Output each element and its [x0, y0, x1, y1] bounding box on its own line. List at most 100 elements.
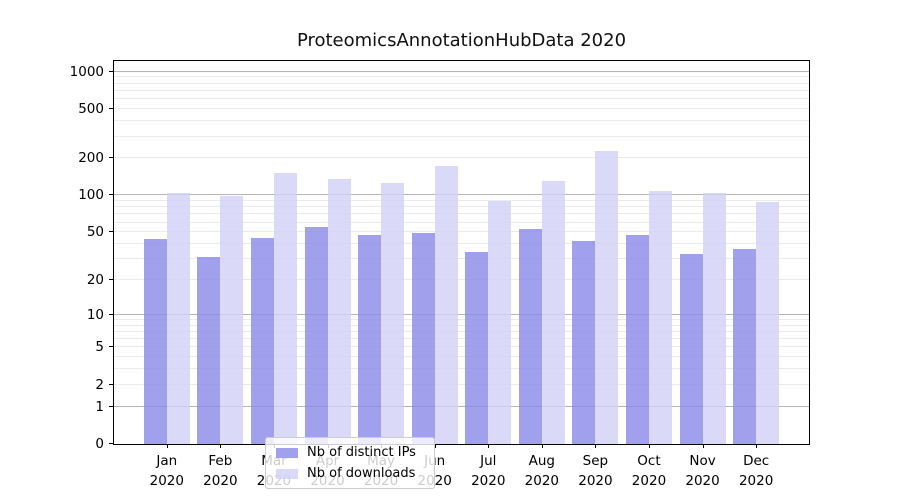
y-tick-mark [109, 70, 114, 72]
gridline-minor [114, 89, 809, 91]
bar-nov [702, 193, 726, 444]
chart-title: ProteomicsAnnotationHubData 2020 [296, 30, 627, 51]
x-tick-label: Jan 2020 [149, 453, 184, 489]
x-tick-mark [756, 444, 758, 448]
x-tick-label: Dec 2020 [738, 453, 774, 489]
gridline-minor [114, 330, 809, 332]
y-tick-label: 1 [95, 398, 104, 415]
gridline-major [114, 70, 809, 72]
month-group-may: May2020 [354, 61, 408, 489]
gridline-minor [114, 258, 809, 259]
y-tick-label: 50 [86, 224, 104, 241]
bar-sep [595, 150, 619, 444]
y-tick-mark [109, 231, 114, 233]
bar-jun [411, 233, 435, 444]
bar-mar [250, 237, 274, 444]
x-tick-mark [488, 444, 490, 448]
y-tick-mark [109, 313, 114, 315]
bar-jan [143, 238, 167, 444]
x-tick-mark [434, 444, 436, 448]
month-group-mar: Mar2020 [247, 61, 301, 489]
bar-jul [465, 252, 489, 444]
gridline-minor [114, 242, 809, 244]
month-group-jun: Jun2020 [408, 61, 462, 489]
y-tick-label: 10 [86, 306, 104, 323]
month-group-sep: Sep 2020 [569, 61, 623, 489]
x-tick-mark [541, 444, 543, 448]
y-tick-mark [109, 443, 114, 444]
gridline-minor [114, 157, 809, 159]
bar-oct [648, 191, 672, 444]
gridline-minor [114, 346, 809, 348]
legend-swatch [276, 447, 298, 458]
bar-may [358, 235, 382, 444]
gridline-minor [114, 108, 809, 110]
gridline-minor [114, 318, 809, 320]
bar-aug [541, 181, 565, 444]
bar-apr [327, 179, 351, 444]
y-tick-mark [109, 157, 114, 159]
month-group-jul: Jul 2020 [461, 61, 515, 489]
month-group-apr: Apr2020 [301, 61, 355, 489]
bar-oct [625, 235, 649, 444]
x-tick-mark [595, 444, 597, 448]
gridline-minor [114, 199, 809, 201]
x-tick-mark [702, 444, 704, 448]
gridline-minor [114, 98, 809, 100]
bar-jun [434, 166, 458, 444]
x-tick-label: Sep 2020 [578, 453, 613, 489]
bar-may [381, 182, 405, 444]
bar-feb [220, 195, 244, 444]
gridline-minor [114, 76, 809, 78]
y-tick-label: 500 [78, 101, 104, 118]
y-tick-mark [109, 194, 114, 196]
month-group-aug: Aug 2020 [515, 61, 569, 489]
x-tick-label: Jul 2020 [471, 453, 506, 489]
legend-label: Nb of downloads [307, 466, 416, 481]
month-group-dec: Dec 2020 [729, 61, 783, 489]
bar-nov [679, 254, 703, 444]
bar-jan [166, 193, 190, 444]
gridline-minor [114, 120, 809, 122]
month-group-feb: Feb 2020 [194, 61, 248, 489]
bar-jul [488, 200, 512, 444]
gridline-minor [114, 338, 809, 340]
x-tick-label: Nov 2020 [685, 453, 720, 489]
bar-sep [572, 241, 596, 444]
y-tick-label: 0 [95, 436, 104, 452]
gridline-minor [114, 213, 809, 215]
y-tick-label: 1000 [69, 63, 104, 80]
gridline-minor [114, 206, 809, 208]
bar-dec [756, 202, 780, 444]
y-tick-label: 2 [95, 376, 104, 393]
y-tick-mark [109, 383, 114, 385]
bar-aug [518, 229, 542, 444]
legend: Nb of distinct IPs Nb of downloads [265, 437, 435, 489]
month-group-nov: Nov 2020 [676, 61, 730, 489]
gridline-major [114, 405, 809, 407]
gridline-minor [114, 278, 809, 280]
gridline-major [114, 194, 809, 196]
y-tick-label: 20 [86, 271, 104, 288]
gridline-minor [114, 135, 809, 137]
gridline-minor [114, 231, 809, 233]
x-tick-label: Aug 2020 [524, 453, 560, 489]
x-tick-mark [166, 444, 168, 448]
x-tick-mark [648, 444, 650, 448]
bar-feb [197, 257, 221, 444]
x-tick-label: Feb 2020 [203, 453, 238, 489]
bar-apr [304, 227, 328, 444]
month-group-oct: Oct 2020 [622, 61, 676, 489]
gridline-minor [114, 324, 809, 326]
x-tick-mark [220, 444, 222, 448]
legend-label: Nb of distinct IPs [307, 445, 416, 460]
y-tick-mark [109, 108, 114, 110]
legend-row: Nb of distinct IPs [266, 442, 434, 463]
legend-row: Nb of downloads [266, 463, 434, 484]
y-tick-mark [109, 278, 114, 280]
y-tick-mark [109, 405, 114, 407]
y-tick-label: 100 [78, 187, 104, 204]
